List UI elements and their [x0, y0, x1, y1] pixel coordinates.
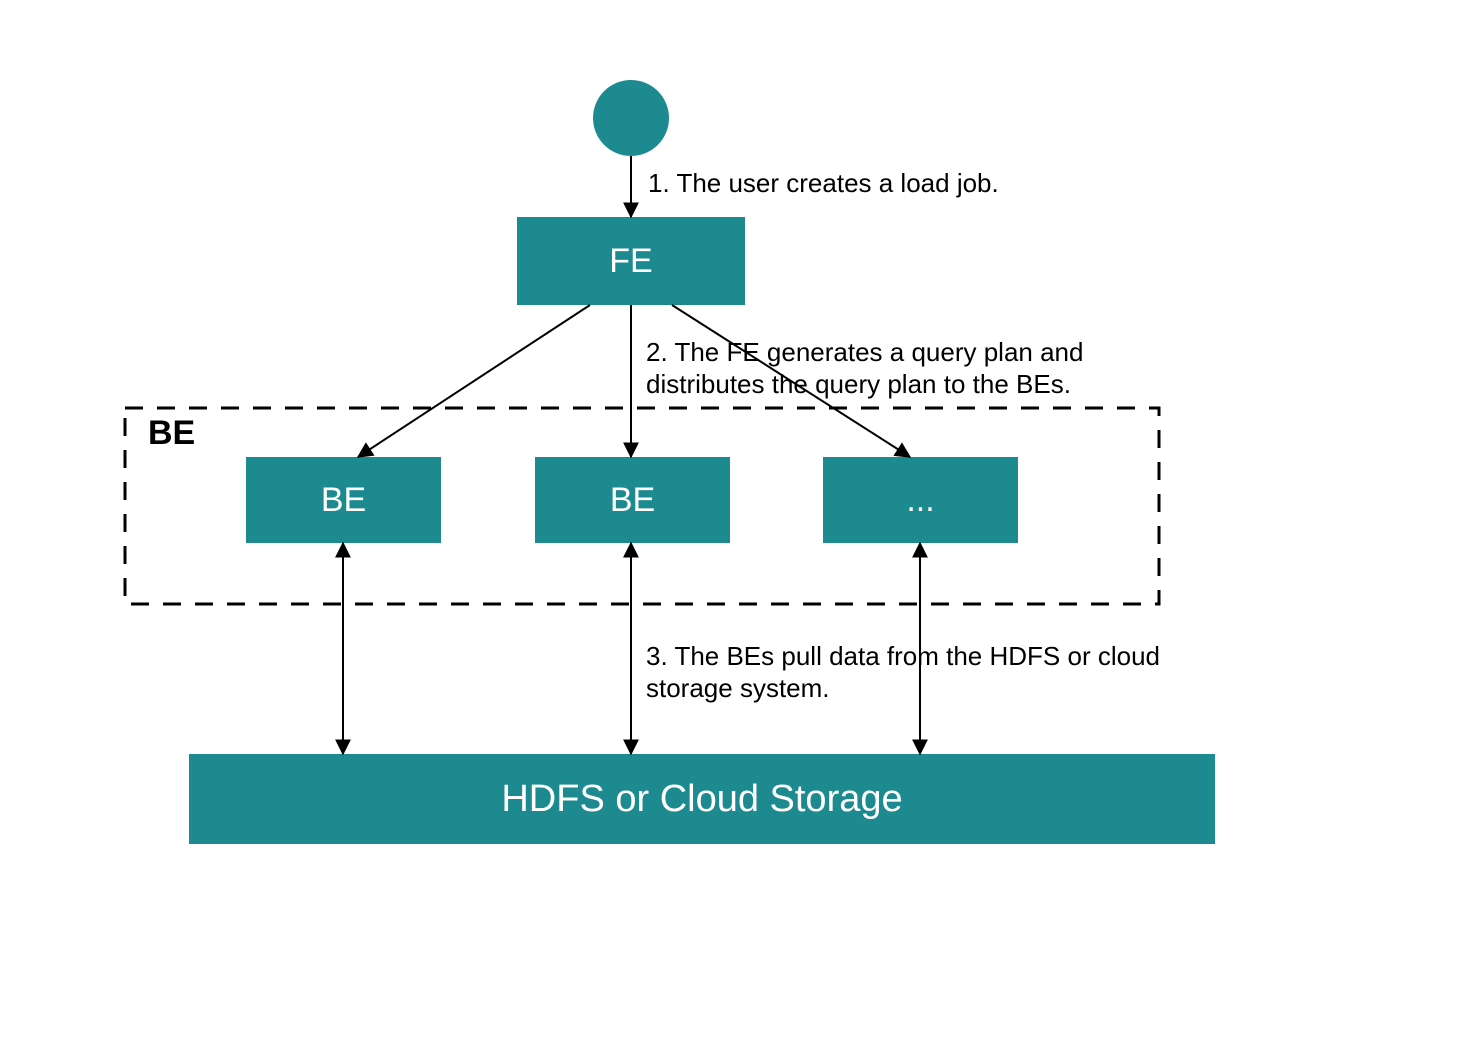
edge: [358, 305, 590, 457]
be3-label: ...: [906, 481, 934, 519]
annotation-1: 1. The user creates a load job.: [648, 168, 999, 198]
storage-node: HDFS or Cloud Storage: [189, 754, 1215, 844]
user-node: [593, 80, 669, 156]
be3-node: ...: [823, 457, 1018, 543]
be-container-label: BE: [148, 414, 195, 452]
be2-node: BE: [535, 457, 730, 543]
annotation-3-line2: storage system.: [646, 673, 830, 703]
architecture-diagram: BE FE BE BE ... HDFS or Cloud Storage 1.…: [0, 0, 1478, 1064]
be1-label: BE: [321, 481, 366, 519]
annotation-3-line1: 3. The BEs pull data from the HDFS or cl…: [646, 641, 1160, 671]
annotation-2-line1: 2. The FE generates a query plan and: [646, 337, 1083, 367]
annotation-2-line2: distributes the query plan to the BEs.: [646, 369, 1071, 399]
be2-label: BE: [610, 481, 655, 519]
storage-label: HDFS or Cloud Storage: [501, 778, 902, 820]
fe-node: FE: [517, 217, 745, 305]
be1-node: BE: [246, 457, 441, 543]
fe-label: FE: [609, 242, 652, 280]
